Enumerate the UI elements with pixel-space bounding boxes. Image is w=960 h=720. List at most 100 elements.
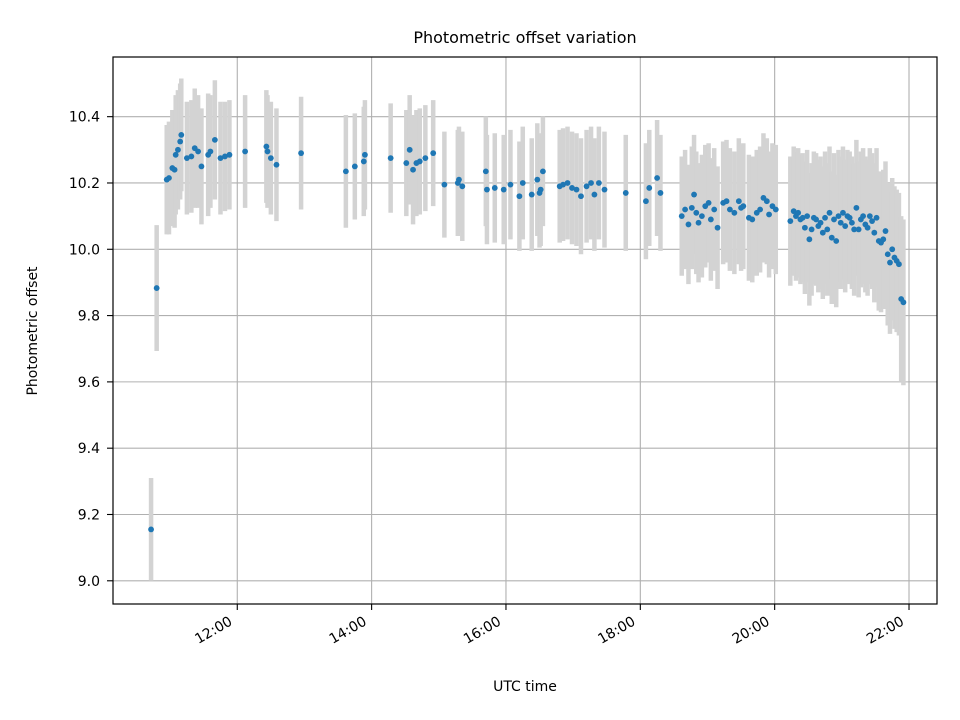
data-point (813, 216, 819, 223)
data-point (763, 198, 770, 205)
data-point (534, 176, 541, 183)
data-point (749, 216, 756, 223)
data-point (643, 198, 649, 205)
data-point (864, 224, 871, 231)
data-point (569, 185, 575, 191)
data-point (560, 181, 566, 188)
data-point (500, 186, 507, 193)
data-point (456, 176, 462, 183)
data-point (824, 226, 831, 233)
data-point (153, 285, 160, 291)
data-point (537, 186, 544, 193)
data-point (806, 236, 813, 243)
data-point (195, 148, 201, 155)
data-point (491, 185, 498, 191)
data-point (362, 151, 368, 158)
data-point (846, 214, 853, 221)
data-point (177, 138, 184, 145)
data-point (707, 216, 714, 223)
data-point (740, 203, 747, 210)
data-point (222, 153, 228, 160)
data-point (211, 136, 218, 143)
y-tick-label: 10.0 (69, 242, 100, 258)
data-point (817, 219, 824, 226)
data-point (726, 206, 733, 213)
data-point (837, 219, 844, 226)
data-point (808, 226, 815, 233)
data-point (387, 155, 394, 162)
data-point (849, 219, 855, 226)
data-point (842, 223, 849, 229)
data-point (595, 180, 602, 186)
data-point (573, 186, 580, 193)
data-point (887, 259, 893, 266)
data-point (693, 209, 700, 216)
data-point (148, 526, 154, 533)
data-point (188, 153, 195, 160)
data-point (831, 216, 837, 223)
data-point (528, 191, 535, 198)
data-point (198, 163, 205, 170)
y-tick-label: 10.2 (69, 176, 100, 192)
data-point (882, 228, 889, 234)
data-point (851, 226, 858, 233)
plot-frame (112, 56, 938, 605)
data-point (564, 180, 571, 186)
data-point (646, 185, 653, 191)
x-axis-label: UTC time (493, 679, 557, 695)
data-point (688, 204, 695, 211)
data-point (714, 224, 721, 231)
data-point (795, 209, 802, 216)
data-point (757, 206, 764, 213)
data-point (430, 150, 437, 157)
chart-title: Photometric offset variation (413, 28, 636, 47)
data-point (766, 211, 772, 218)
data-point (873, 214, 880, 221)
data-point (540, 168, 546, 175)
data-point (416, 158, 423, 165)
data-point (298, 150, 304, 157)
data-point (273, 161, 280, 168)
data-point (822, 214, 828, 221)
data-point (217, 155, 224, 162)
data-point (583, 183, 590, 190)
data-point (853, 204, 860, 211)
data-point (601, 186, 608, 193)
data-point (840, 209, 846, 216)
data-point (578, 193, 584, 200)
data-point (406, 146, 413, 153)
y-tick-label: 9.0 (78, 574, 100, 590)
data-point (166, 175, 172, 181)
data-point (207, 148, 214, 155)
data-point (175, 146, 181, 153)
data-point (790, 208, 797, 215)
data-point (342, 168, 349, 175)
y-axis-label: Photometric offset (25, 266, 41, 396)
data-point (880, 236, 887, 243)
data-point (731, 209, 738, 216)
data-point (799, 214, 806, 221)
data-point (263, 143, 270, 150)
data-point (178, 132, 185, 138)
data-point (267, 155, 274, 162)
data-point (723, 198, 730, 205)
data-point (242, 148, 249, 155)
data-point (441, 181, 448, 188)
y-tick-label: 9.8 (78, 309, 100, 325)
data-point (896, 261, 902, 268)
data-point (403, 160, 410, 166)
data-point (869, 218, 875, 225)
data-point (622, 190, 629, 196)
y-tick-label: 9.4 (78, 441, 100, 457)
data-point (678, 213, 685, 220)
data-point (860, 213, 867, 220)
data-point (654, 175, 661, 181)
data-point (682, 206, 688, 213)
data-point (855, 226, 862, 233)
data-point (484, 186, 490, 193)
data-point (226, 151, 233, 158)
data-point (657, 190, 664, 196)
data-point (264, 148, 271, 155)
data-point (735, 198, 742, 205)
data-point (884, 251, 891, 258)
